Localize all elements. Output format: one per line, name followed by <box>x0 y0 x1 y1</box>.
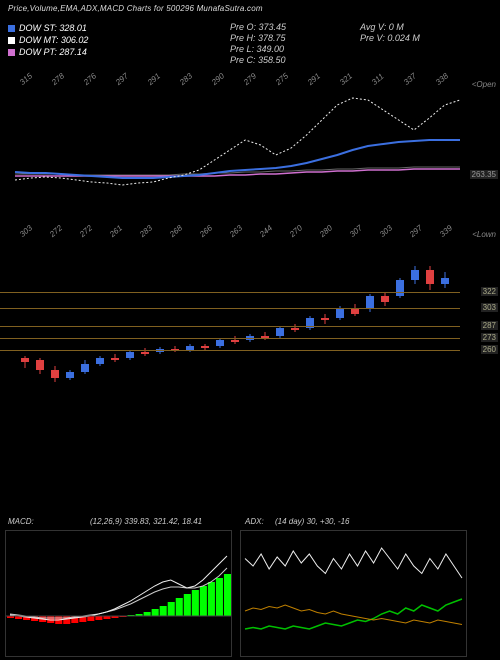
volume-info: Avg V: 0 MPre V: 0.024 M <box>360 22 420 44</box>
candlestick-chart <box>0 250 500 410</box>
macd-values: (12,26,9) 339.83, 321.42, 18.41 <box>90 517 202 526</box>
legend-st-label: DOW ST: 328.01 <box>19 22 87 34</box>
panel1-right-label: <Open <box>472 80 496 89</box>
ema-chart <box>0 70 500 210</box>
adx-panel <box>240 530 467 657</box>
legend-mt: DOW MT: 306.02 <box>8 34 88 46</box>
macd-label: MACD: <box>8 517 34 526</box>
legend-block: DOW ST: 328.01 DOW MT: 306.02 DOW PT: 28… <box>8 22 88 58</box>
chart-title: Price,Volume,EMA,ADX,MACD Charts for 500… <box>8 4 263 13</box>
ohlc-info: Pre O: 373.45Pre H: 378.75Pre L: 349.00P… <box>230 22 286 66</box>
legend-pt: DOW PT: 287.14 <box>8 46 88 58</box>
chart-container: Price,Volume,EMA,ADX,MACD Charts for 500… <box>0 0 500 660</box>
adx-values: (14 day) 30, +30, -16 <box>275 517 350 526</box>
legend-pt-label: DOW PT: 287.14 <box>19 46 87 58</box>
panel2-right-label: <Lown <box>472 230 496 239</box>
adx-label: ADX: <box>245 517 264 526</box>
macd-panel <box>5 530 232 657</box>
legend-st: DOW ST: 328.01 <box>8 22 88 34</box>
legend-mt-label: DOW MT: 306.02 <box>19 34 88 46</box>
